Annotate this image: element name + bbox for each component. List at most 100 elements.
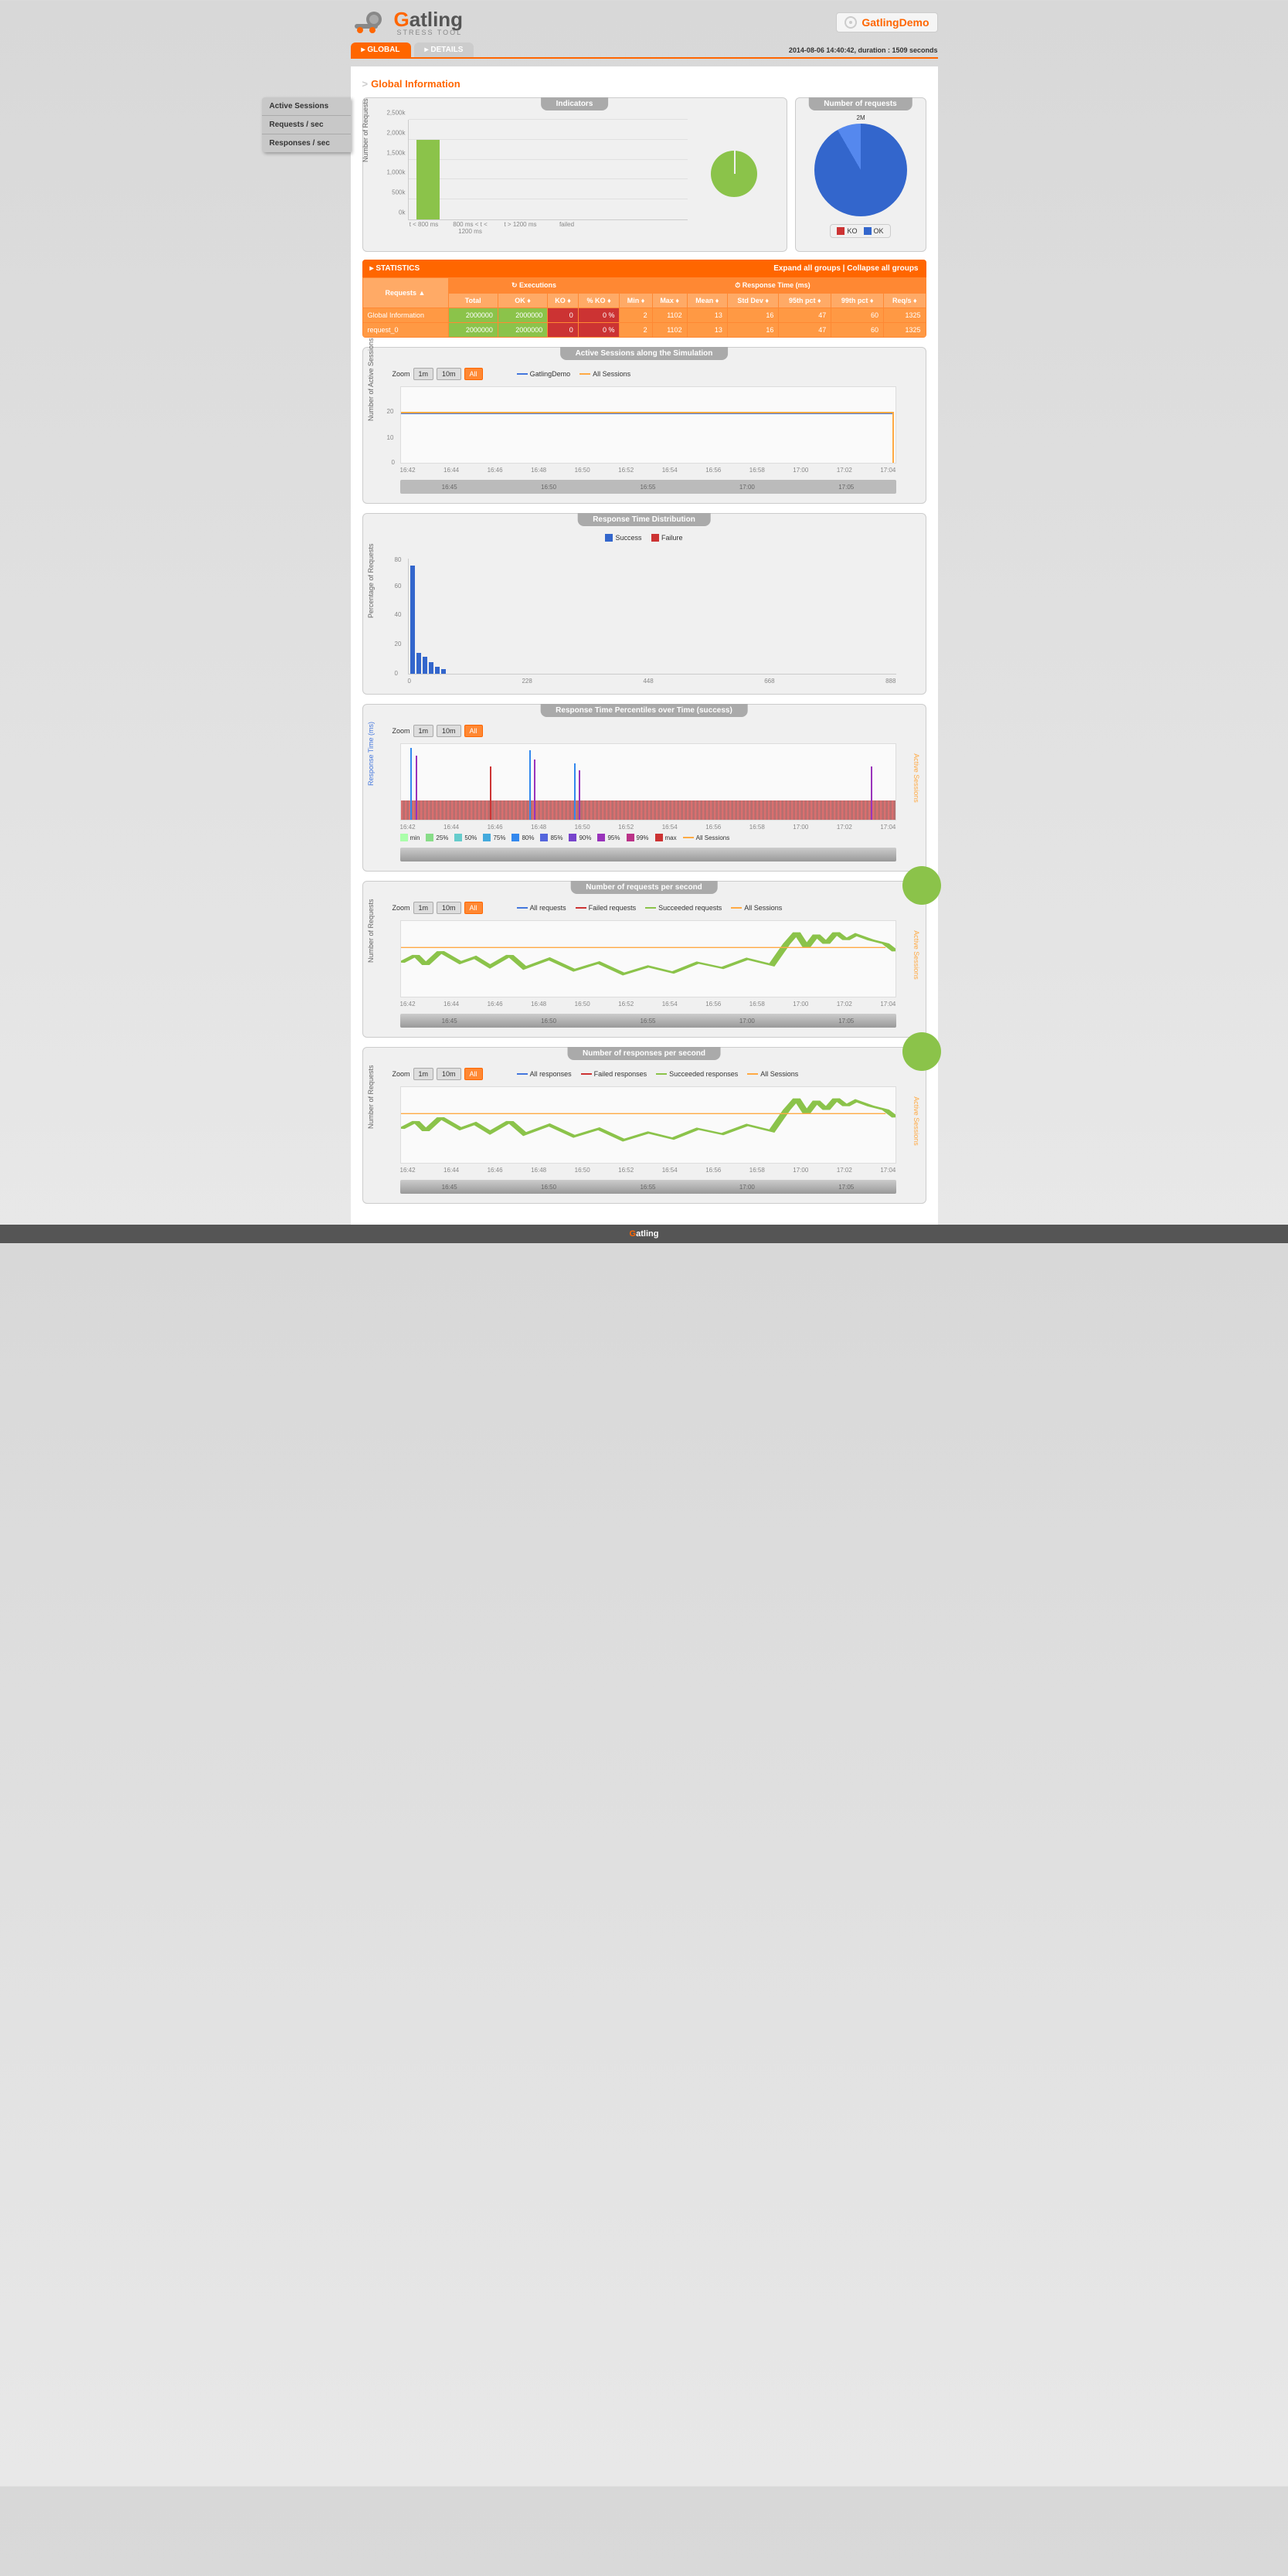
req-per-sec-chart[interactable]: 2k 1k 0k 20 10 0 bbox=[400, 920, 896, 997]
col-rps[interactable]: Req/s ♦ bbox=[884, 294, 925, 308]
y-axis-label: Number of Requests bbox=[367, 899, 375, 963]
dist-bar bbox=[410, 566, 415, 674]
zoom-1m[interactable]: 1m bbox=[413, 368, 434, 380]
side-nav-requests-sec[interactable]: Requests / sec bbox=[262, 116, 351, 134]
time-axis: 16:4216:4416:4616:4816:5016:5216:5416:56… bbox=[400, 824, 896, 831]
col-ok[interactable]: OK ♦ bbox=[498, 294, 547, 308]
zoom-1m[interactable]: 1m bbox=[413, 1068, 434, 1080]
col-requests[interactable]: Requests ▲ bbox=[363, 278, 448, 308]
col-pko[interactable]: % KO ♦ bbox=[579, 294, 620, 308]
col-ko[interactable]: KO ♦ bbox=[548, 294, 578, 308]
cell-p95: 47 bbox=[779, 323, 831, 337]
zoom-all[interactable]: All bbox=[464, 1068, 483, 1080]
expand-link[interactable]: Expand all groups bbox=[773, 264, 841, 273]
zoom-all[interactable]: All bbox=[464, 725, 483, 737]
y-tick: 0 bbox=[395, 670, 398, 677]
zoom-10m[interactable]: 10m bbox=[437, 368, 461, 380]
collapse-link[interactable]: Collapse all groups bbox=[847, 264, 918, 273]
cell-ok: 2000000 bbox=[498, 323, 547, 337]
indicators-panel: Indicators Number of Requests 0k 500k 1,… bbox=[362, 97, 787, 252]
cell-p99: 60 bbox=[831, 323, 883, 337]
zoom-10m[interactable]: 10m bbox=[437, 1068, 461, 1080]
col-std[interactable]: Std Dev ♦ bbox=[728, 294, 778, 308]
side-nav-responses-sec[interactable]: Responses / sec bbox=[262, 134, 351, 152]
overview-bar[interactable]: 16:4516:5016:5517:0017:05 bbox=[400, 480, 896, 494]
zoom-label: Zoom bbox=[393, 370, 410, 378]
zoom-all[interactable]: All bbox=[464, 368, 483, 380]
legend-label: Failed requests bbox=[589, 904, 637, 912]
y-axis-label: Percentage of Requests bbox=[367, 543, 375, 618]
col-p95[interactable]: 95th pct ♦ bbox=[779, 294, 831, 308]
x-tick: t < 800 ms bbox=[401, 219, 447, 228]
overview-bar[interactable]: 16:4516:5016:5517:0017:05 bbox=[400, 1180, 896, 1194]
table-row: request_0 2000000 2000000 0 0 % 2 1102 1… bbox=[363, 323, 926, 337]
num-requests-legend: KO OK bbox=[830, 224, 890, 238]
resp-perc-chart[interactable]: 1000 0 20 10 0 bbox=[400, 743, 896, 821]
y-tick: 20 bbox=[395, 641, 402, 647]
resp-perc-title: Response Time Percentiles over Time (suc… bbox=[540, 704, 748, 717]
section-title: >Global Information bbox=[362, 78, 926, 90]
legend-label: All Sessions bbox=[760, 1070, 798, 1078]
cell-ko: 0 bbox=[548, 323, 578, 337]
legend-label: All Sessions bbox=[593, 370, 630, 378]
cell-min: 2 bbox=[620, 323, 651, 337]
legend-label: All responses bbox=[530, 1070, 572, 1078]
overview-bar[interactable] bbox=[400, 848, 896, 861]
resp-per-sec-chart[interactable]: 2k 1k 0k 20 10 0 bbox=[400, 1086, 896, 1164]
y-tick: 2,000k bbox=[386, 129, 408, 136]
cell-total: 2000000 bbox=[449, 323, 498, 337]
zoom-10m[interactable]: 10m bbox=[437, 725, 461, 737]
tab-details[interactable]: ▸ DETAILS bbox=[414, 42, 474, 57]
cell-pko: 0 % bbox=[579, 308, 620, 322]
resp-dist-legend: Success Failure bbox=[369, 534, 919, 543]
col-group-response: ⏱ Response Time (ms) bbox=[620, 278, 925, 293]
y-axis-label-right: Active Sessions bbox=[912, 753, 920, 803]
y-axis-label-right: Active Sessions bbox=[912, 1096, 920, 1146]
dist-bar bbox=[435, 667, 440, 674]
indicators-bar-chart: 0k 500k 1,000k 1,500k 2,000k 2,500k t < … bbox=[408, 120, 688, 220]
cell-max: 1102 bbox=[653, 308, 687, 322]
col-p99[interactable]: 99th pct ♦ bbox=[831, 294, 883, 308]
zoom-1m[interactable]: 1m bbox=[413, 725, 434, 737]
pie-icon bbox=[902, 1032, 941, 1071]
logo-tagline: STRESS TOOL bbox=[397, 29, 464, 36]
cell-name: Global Information bbox=[363, 308, 448, 322]
active-sessions-chart[interactable]: 20 10 0 bbox=[400, 386, 896, 464]
legend-label: All requests bbox=[530, 904, 566, 912]
col-total[interactable]: Total bbox=[449, 294, 498, 308]
zoom-label: Zoom bbox=[393, 1070, 410, 1078]
y-tick: 500k bbox=[392, 189, 408, 196]
col-mean[interactable]: Mean ♦ bbox=[688, 294, 727, 308]
legend-swatch bbox=[579, 373, 590, 375]
dist-x-axis: 0228448668888 bbox=[408, 678, 896, 685]
col-min[interactable]: Min ♦ bbox=[620, 294, 651, 308]
legend-swatch bbox=[517, 373, 528, 375]
cell-pko: 0 % bbox=[579, 323, 620, 337]
tab-global[interactable]: ▸ GLOBAL bbox=[351, 42, 411, 57]
y-axis-label-left: Response Time (ms) bbox=[367, 722, 375, 786]
resp-dist-panel: Response Time Distribution Success Failu… bbox=[362, 513, 926, 695]
active-sessions-panel: Active Sessions along the Simulation Zoo… bbox=[362, 347, 926, 504]
zoom-all[interactable]: All bbox=[464, 902, 483, 914]
overview-bar[interactable]: 16:4516:5016:5517:0017:05 bbox=[400, 1014, 896, 1028]
col-max[interactable]: Max ♦ bbox=[653, 294, 687, 308]
cell-min: 2 bbox=[620, 308, 651, 322]
header: Gatling STRESS TOOL GatlingDemo ▸ GLOBAL… bbox=[351, 0, 938, 66]
indicators-title: Indicators bbox=[541, 97, 609, 110]
zoom-10m[interactable]: 10m bbox=[437, 902, 461, 914]
cell-rps: 1325 bbox=[884, 323, 925, 337]
zoom-label: Zoom bbox=[393, 727, 410, 735]
indicators-y-label: Number of Requests bbox=[362, 98, 369, 162]
y-axis-label: Number of Active Sessions bbox=[367, 338, 375, 421]
side-nav-active-sessions[interactable]: Active Sessions bbox=[262, 97, 351, 116]
req-per-sec-title: Number of requests per second bbox=[570, 881, 718, 894]
cell-mean: 13 bbox=[688, 323, 727, 337]
cell-rps: 1325 bbox=[884, 308, 925, 322]
resp-per-sec-panel: Number of responses per second Zoom 1m 1… bbox=[362, 1047, 926, 1204]
x-tick: 800 ms < t < 1200 ms bbox=[447, 219, 494, 235]
logo-brand-rest: atling bbox=[410, 8, 463, 31]
active-sessions-title: Active Sessions along the Simulation bbox=[560, 347, 729, 360]
legend-ko-label: KO bbox=[847, 227, 857, 235]
zoom-1m[interactable]: 1m bbox=[413, 902, 434, 914]
resp-dist-chart[interactable]: 0 20 40 60 80 bbox=[408, 559, 896, 675]
